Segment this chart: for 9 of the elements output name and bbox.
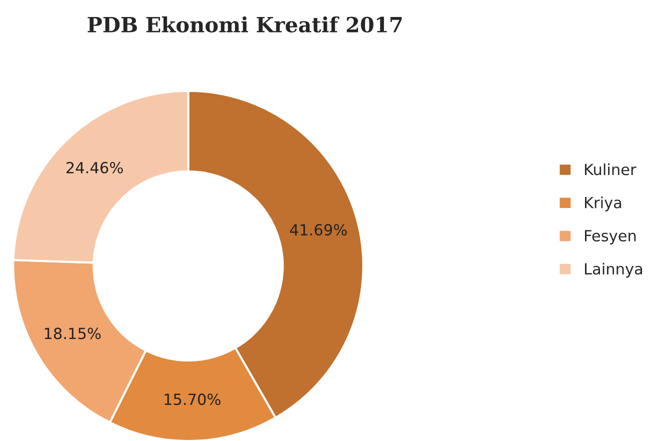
chart-title: PDB Ekonomi Kreatif 2017	[88, 16, 402, 33]
data-label: 18.15%	[44, 328, 101, 340]
data-label: 41.69%	[290, 224, 347, 236]
legend-label: Kuliner	[585, 163, 636, 176]
data-label: 15.70%	[164, 394, 220, 406]
data-label: 24.46%	[66, 162, 123, 174]
legend-label: Kriya	[585, 196, 622, 212]
legend-label: Lainnya	[585, 262, 642, 278]
legend-label: Fesyen	[585, 230, 636, 244]
